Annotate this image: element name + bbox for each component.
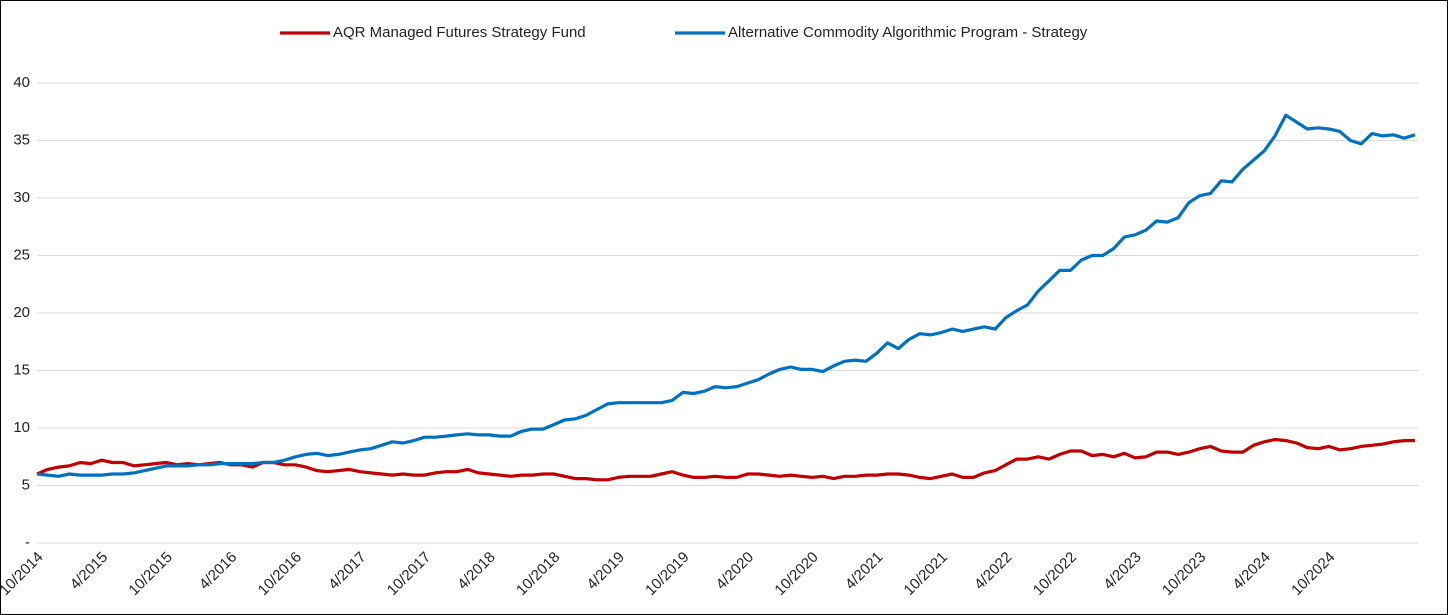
y-tick-label: 30	[13, 189, 30, 206]
y-tick-label: 25	[13, 246, 30, 263]
y-tick-label: 10	[13, 419, 30, 436]
y-tick-label: 15	[13, 361, 30, 378]
y-tick-label: 20	[13, 304, 30, 321]
y-tick-label: 5	[22, 476, 30, 493]
y-tick-label: 35	[13, 131, 30, 148]
legend-label: Alternative Commodity Algorithmic Progra…	[728, 24, 1088, 41]
legend-label: AQR Managed Futures Strategy Fund	[333, 24, 586, 41]
y-tick-label: 40	[13, 74, 30, 91]
series-line	[36, 113, 1416, 478]
y-tick-label: -	[25, 534, 30, 551]
